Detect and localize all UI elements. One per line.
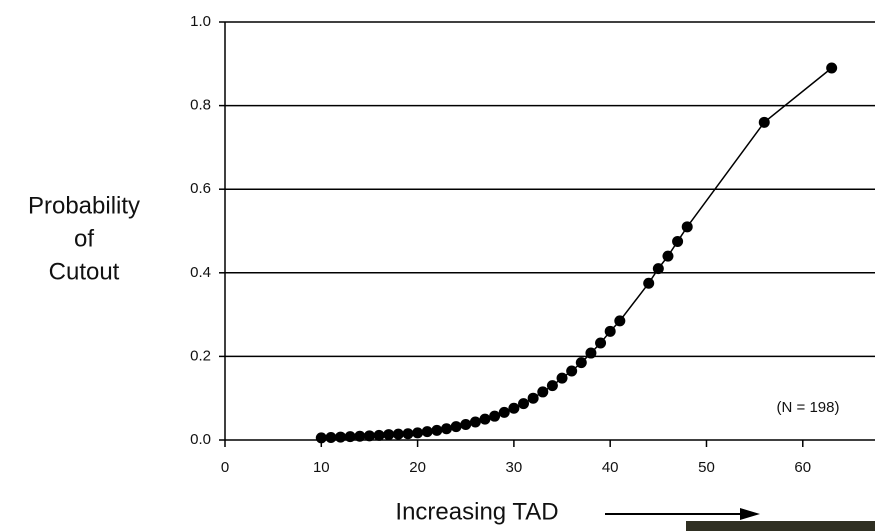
point bbox=[489, 410, 501, 422]
y-tick-label: 0.6 bbox=[190, 180, 211, 197]
point bbox=[546, 380, 558, 392]
arrow-head bbox=[740, 508, 760, 520]
point bbox=[575, 357, 587, 369]
point bbox=[335, 431, 347, 443]
point bbox=[585, 347, 597, 359]
point bbox=[479, 413, 491, 425]
point bbox=[681, 221, 693, 233]
annotation: (N = 198) bbox=[777, 399, 840, 416]
x-tick-label: 40 bbox=[602, 459, 619, 476]
point bbox=[758, 116, 770, 128]
line bbox=[321, 67, 833, 439]
point bbox=[527, 392, 539, 404]
point bbox=[595, 337, 607, 349]
point bbox=[354, 430, 366, 442]
y-tick-label: 1.0 bbox=[190, 13, 211, 30]
point bbox=[566, 365, 578, 377]
point bbox=[508, 402, 520, 414]
point bbox=[469, 416, 481, 428]
point bbox=[672, 235, 684, 247]
y-tick-label: 0.4 bbox=[190, 264, 211, 281]
x-tick-label: 50 bbox=[698, 459, 715, 476]
point bbox=[614, 315, 626, 327]
y-tick-label: 0.2 bbox=[190, 347, 211, 364]
point bbox=[315, 432, 327, 444]
point bbox=[537, 386, 549, 398]
point bbox=[604, 325, 616, 337]
point bbox=[518, 398, 530, 410]
y-tick-label: 0.0 bbox=[190, 431, 211, 448]
point bbox=[652, 263, 664, 275]
point bbox=[450, 421, 462, 433]
point bbox=[325, 431, 337, 443]
point bbox=[344, 431, 356, 443]
x-tick-label: 10 bbox=[313, 459, 330, 476]
point bbox=[392, 428, 404, 440]
point bbox=[662, 250, 674, 262]
point bbox=[412, 427, 424, 439]
point bbox=[498, 406, 510, 418]
point bbox=[383, 429, 395, 441]
point bbox=[826, 62, 838, 74]
point bbox=[431, 424, 443, 436]
point bbox=[363, 430, 375, 442]
x-tick-label: 20 bbox=[409, 459, 426, 476]
scan-artifact bbox=[686, 521, 875, 531]
x-tick-label: 60 bbox=[794, 459, 811, 476]
y-axis-label: Cutout bbox=[49, 258, 120, 285]
point bbox=[421, 426, 433, 438]
y-axis-label: of bbox=[74, 225, 94, 252]
x-tick-label: 30 bbox=[506, 459, 523, 476]
point bbox=[460, 419, 472, 431]
x-axis-label: Increasing TAD bbox=[395, 498, 558, 525]
y-axis-label: Probability bbox=[28, 192, 140, 219]
point bbox=[402, 428, 414, 440]
point bbox=[643, 277, 655, 289]
point bbox=[440, 423, 452, 435]
point bbox=[556, 372, 568, 384]
y-tick-label: 0.8 bbox=[190, 97, 211, 114]
point bbox=[373, 429, 385, 441]
x-tick-label: 0 bbox=[221, 459, 229, 476]
